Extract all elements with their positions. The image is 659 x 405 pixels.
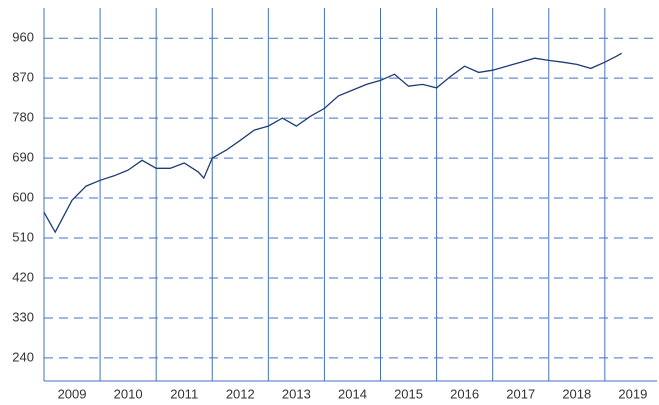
y-tick-label: 870 (12, 70, 34, 85)
x-tick-label: 2016 (450, 386, 479, 401)
x-tick-label: 2012 (226, 386, 255, 401)
x-tick-label: 2009 (58, 386, 87, 401)
x-tick-label: 2011 (170, 386, 198, 401)
y-tick-label: 600 (12, 189, 34, 204)
x-tick-label: 2018 (562, 386, 591, 401)
x-tick-label: 2010 (114, 386, 143, 401)
y-tick-label: 510 (12, 229, 34, 244)
x-tick-label: 2015 (394, 386, 423, 401)
y-tick-label: 240 (12, 349, 34, 364)
x-tick-label: 2014 (338, 386, 367, 401)
x-tick-label: 2019 (618, 386, 647, 401)
y-tick-label: 960 (12, 30, 34, 45)
y-tick-label: 330 (12, 309, 34, 324)
x-tick-label: 2013 (282, 386, 311, 401)
y-tick-label: 780 (12, 110, 34, 125)
y-tick-label: 690 (12, 150, 34, 165)
y-tick-label: 420 (12, 269, 34, 284)
x-tick-label: 2017 (506, 386, 535, 401)
line (43, 52, 623, 234)
